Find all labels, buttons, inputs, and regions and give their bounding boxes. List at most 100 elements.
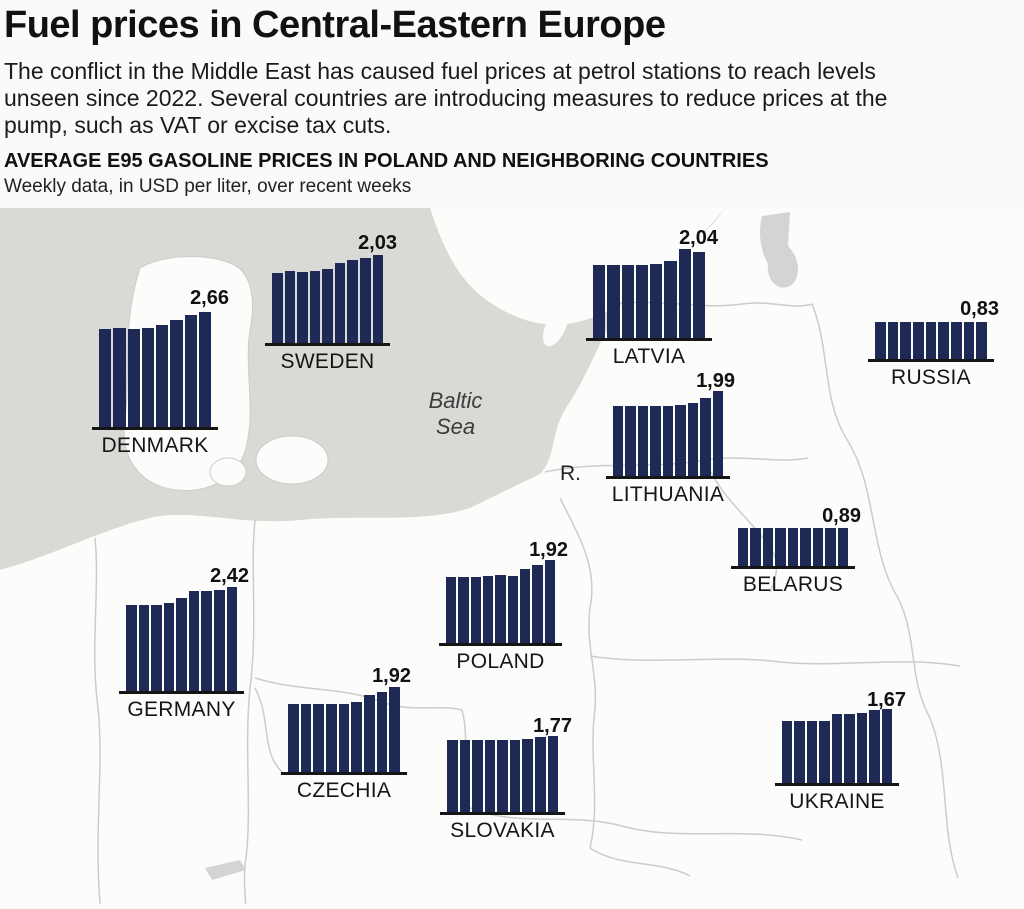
country-label: LITHUANIA — [611, 483, 725, 506]
chart-baseline — [606, 476, 730, 479]
price-bar — [507, 576, 518, 643]
price-bar — [787, 528, 799, 566]
price-bar — [127, 329, 140, 427]
price-bar — [844, 713, 855, 783]
price-bar — [284, 271, 296, 343]
price-bar — [621, 265, 634, 338]
price-bar — [226, 587, 238, 691]
value-label: 2,42 — [210, 565, 249, 587]
baltic-sea-label: Baltic Sea — [428, 388, 483, 439]
country-label: CZECHIA — [296, 779, 392, 802]
price-bar — [334, 262, 346, 343]
price-bar — [794, 720, 805, 783]
chart-title: AVERAGE E95 GASOLINE PRICES IN POLAND AN… — [4, 150, 769, 172]
page-title: Fuel prices in Central-Eastern Europe — [4, 4, 666, 46]
value-label: 0,89 — [822, 505, 861, 527]
price-bar — [837, 528, 848, 566]
price-bar — [482, 576, 494, 643]
price-bar — [522, 739, 533, 812]
price-bar — [519, 569, 531, 643]
price-bar — [126, 605, 137, 691]
value-label: 2,03 — [358, 232, 397, 254]
price-bar — [881, 709, 892, 783]
chart-belarus: 0,89 BELARUS — [731, 505, 861, 596]
bar-group — [272, 255, 384, 343]
price-bar — [176, 598, 187, 691]
price-bar — [151, 605, 162, 691]
price-bar — [607, 265, 620, 338]
price-bar — [198, 312, 211, 427]
price-bar — [509, 739, 521, 812]
bar-group — [875, 322, 988, 359]
price-bar — [913, 322, 924, 359]
chart-baseline — [586, 338, 712, 341]
price-bar — [326, 703, 337, 772]
price-bar — [625, 405, 636, 476]
price-bar — [272, 272, 283, 343]
price-bar — [547, 736, 559, 812]
bar-group — [593, 249, 705, 338]
chart-slovakia: 1,77 SLOVAKIA — [440, 715, 572, 842]
chart-germany: 2,42 GERMANY — [119, 565, 249, 721]
price-bar — [472, 739, 483, 812]
price-bar — [297, 271, 308, 343]
bar-group — [446, 560, 555, 643]
country-label: RUSSIA — [891, 366, 971, 389]
price-bar — [470, 576, 481, 643]
price-bar — [138, 605, 150, 691]
price-bar — [662, 405, 674, 476]
price-bar — [613, 405, 624, 476]
price-bar — [635, 265, 648, 338]
price-bar — [534, 737, 546, 812]
country-label: DENMARK — [101, 434, 209, 457]
value-label: 0,83 — [960, 298, 999, 320]
value-label: 1,67 — [867, 689, 906, 711]
price-bar — [458, 576, 469, 643]
price-bar — [762, 528, 774, 566]
price-bar — [364, 695, 375, 772]
value-label: 1,99 — [696, 370, 735, 392]
price-bar — [322, 269, 333, 343]
chart-baseline — [119, 691, 244, 694]
chart-russia: 0,83 RUSSIA — [868, 298, 999, 389]
price-bar — [447, 739, 458, 812]
lake-peipus-shape — [760, 212, 799, 288]
country-label: SLOVAKIA — [450, 819, 555, 842]
chart-baseline — [265, 343, 390, 346]
price-bar — [831, 713, 843, 783]
price-bar — [963, 322, 975, 359]
bar-group — [126, 587, 238, 691]
chart-latvia: 2,04 LATVIA — [586, 227, 718, 368]
bar-group — [288, 687, 401, 772]
price-bar — [800, 528, 811, 566]
price-bar — [650, 405, 661, 476]
price-bar — [170, 320, 183, 427]
intro-text: The conflict in the Middle East has caus… — [4, 58, 888, 138]
price-bar — [347, 259, 358, 343]
bar-group — [738, 528, 848, 566]
price-bar — [313, 703, 325, 772]
value-label: 2,04 — [679, 227, 718, 249]
bar-group — [447, 736, 559, 812]
price-bar — [389, 687, 401, 772]
chart-poland: 1,92 POLAND — [439, 539, 568, 673]
bar-group — [613, 391, 723, 476]
price-bar — [156, 325, 169, 427]
country-label: SWEDEN — [280, 350, 375, 373]
chart-baseline — [439, 643, 562, 646]
price-bar — [976, 322, 988, 359]
bar-group — [99, 312, 211, 427]
price-bar — [687, 402, 699, 476]
price-bar — [819, 720, 830, 783]
price-bar — [532, 565, 543, 643]
price-bar — [484, 739, 496, 812]
price-bar — [300, 703, 312, 772]
price-bar — [213, 589, 225, 691]
price-bar — [869, 710, 880, 783]
price-bar — [678, 249, 691, 338]
price-bar — [372, 255, 384, 343]
country-label: BELARUS — [742, 573, 844, 596]
funen-island-shape — [209, 457, 247, 487]
price-bar — [775, 528, 786, 566]
price-bar — [938, 322, 950, 359]
